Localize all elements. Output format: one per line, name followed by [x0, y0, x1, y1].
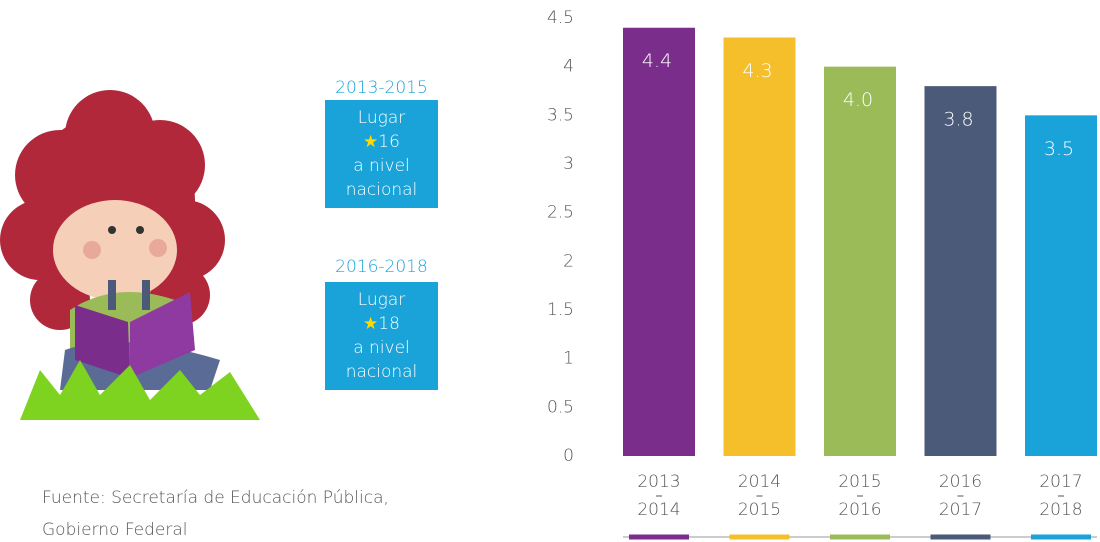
rank-text: Lugar	[325, 288, 438, 312]
x-tick-label: 2016	[939, 472, 982, 492]
y-tick-label: 2.5	[547, 203, 574, 223]
rank-number: 16	[378, 132, 400, 152]
y-tick-label: 3.5	[547, 105, 574, 125]
rank-text: Lugar	[325, 106, 438, 130]
value-label: 4.4	[642, 50, 672, 72]
x-tick-label: 2015	[838, 472, 881, 492]
x-tick-label: 2017	[1039, 472, 1082, 492]
x-tick-label: 2014	[637, 500, 680, 520]
y-tick-label: 1.5	[547, 300, 574, 320]
value-label: 3.8	[943, 109, 973, 131]
source-text: Fuente: Secretaría de Educación Pública,	[42, 488, 389, 508]
page: 2013-2015 Lugar ★16 a nivel nacional 201…	[0, 0, 1100, 542]
y-tick-label: 4.5	[547, 8, 574, 28]
y-tick-label: 0	[563, 446, 574, 466]
rank-text: a nivel	[325, 154, 438, 178]
rank-box: Lugar ★18 a nivel nacional	[325, 282, 438, 390]
source-text: Gobierno Federal	[42, 520, 188, 540]
x-tick-label: 2014	[738, 472, 781, 492]
x-tick-label: 2016	[838, 500, 881, 520]
y-tick-label: 2	[563, 251, 574, 271]
rank-text: nacional	[325, 360, 438, 384]
y-tick-label: 4	[563, 57, 574, 77]
star-icon: ★	[363, 314, 378, 334]
bar	[824, 67, 896, 456]
chart: 0 0.5 1 1.5 2 2.5 3 3.5 4 4.5 4.4 2013 2014 4.3 2014 20…	[500, 0, 1100, 542]
x-tick-label: 2013	[637, 472, 680, 492]
y-tick-label: 1	[563, 349, 574, 369]
bar	[925, 86, 997, 456]
illustration	[0, 0, 300, 440]
y-tick-label: 3	[563, 154, 574, 174]
star-icon: ★	[363, 132, 378, 152]
rank-box: Lugar ★16 a nivel nacional	[325, 100, 438, 208]
x-tick-label: 2015	[738, 500, 781, 520]
rank-text: ★16	[325, 130, 438, 154]
x-tick-label: 2017	[939, 500, 982, 520]
rank-period: 2013-2015	[325, 78, 438, 98]
x-tick-label: 2018	[1039, 500, 1082, 520]
rank-number: 18	[378, 314, 400, 334]
rank-text: a nivel	[325, 336, 438, 360]
bar	[623, 28, 695, 456]
rank-text: ★18	[325, 312, 438, 336]
value-label: 4.0	[843, 89, 873, 111]
bar	[724, 37, 796, 456]
rank-text: nacional	[325, 178, 438, 202]
rank-period: 2016-2018	[325, 257, 438, 277]
value-label: 4.3	[742, 60, 772, 82]
value-label: 3.5	[1044, 138, 1074, 160]
bar	[1025, 115, 1097, 456]
y-tick-label: 0.5	[547, 397, 574, 417]
